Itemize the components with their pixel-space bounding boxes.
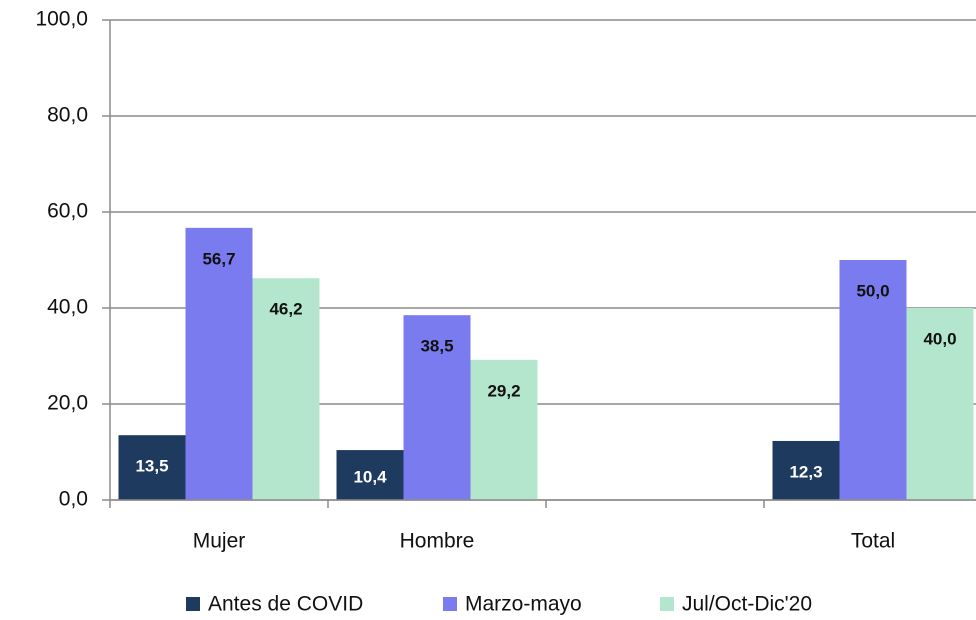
bar — [772, 440, 840, 500]
bar — [118, 435, 186, 500]
bar — [252, 278, 320, 500]
bar — [185, 227, 253, 500]
data-label: 13,5 — [135, 457, 168, 476]
bar — [336, 450, 404, 500]
data-label: 56,7 — [202, 249, 235, 268]
y-tick-label: 100,0 — [35, 8, 88, 31]
x-tick-label: Hombre — [400, 530, 475, 553]
data-label: 12,3 — [789, 462, 822, 481]
data-label: 50,0 — [856, 281, 889, 300]
y-tick-label: 60,0 — [47, 200, 88, 223]
bar — [470, 359, 538, 500]
bar — [839, 260, 907, 500]
x-tick-label: Mujer — [193, 530, 246, 553]
legend-swatch — [186, 597, 200, 611]
legend-label: Antes de COVID — [208, 593, 363, 616]
data-label: 40,0 — [923, 329, 956, 348]
y-tick-label: 80,0 — [47, 104, 88, 127]
legend-label: Jul/Oct-Dic'20 — [682, 593, 812, 616]
legend-swatch — [443, 597, 457, 611]
y-tick-label: 20,0 — [47, 392, 88, 415]
y-tick-label: 40,0 — [47, 296, 88, 319]
data-label: 38,5 — [420, 337, 453, 356]
data-label: 10,4 — [353, 468, 387, 487]
bar — [403, 315, 471, 500]
bar — [906, 308, 974, 500]
x-tick-label: Total — [851, 530, 895, 553]
y-tick-label: 0,0 — [59, 488, 88, 511]
legend-swatch — [660, 597, 674, 611]
legend-label: Marzo-mayo — [465, 593, 582, 616]
data-label: 29,2 — [487, 381, 520, 400]
data-label: 46,2 — [269, 300, 302, 319]
